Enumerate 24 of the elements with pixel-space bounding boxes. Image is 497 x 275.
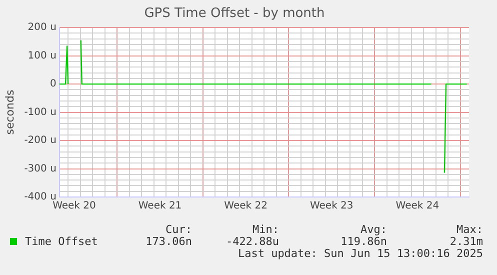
text: 119.86n bbox=[340, 235, 387, 248]
y-axis-title: seconds bbox=[3, 90, 16, 135]
y-tick-label: -300 u bbox=[24, 163, 56, 174]
y-tick-label: -400 u bbox=[24, 192, 56, 203]
text: 173.06n bbox=[146, 235, 192, 248]
x-tick-label: Week 23 bbox=[310, 200, 354, 212]
text: Max: bbox=[456, 223, 483, 236]
y-tick-label: -200 u bbox=[24, 135, 56, 146]
legend-label: Time Offset bbox=[24, 235, 98, 248]
x-tick-label: Week 24 bbox=[396, 200, 440, 212]
x-tick-label: Week 21 bbox=[138, 200, 182, 212]
y-tick-label: 100 u bbox=[28, 50, 56, 62]
y-tick-label: 200 u bbox=[28, 22, 56, 34]
text: Min: bbox=[252, 223, 279, 236]
y-tick-label: 0 bbox=[50, 78, 56, 90]
text: Last update: Sun Jun 15 13:00:16 2025 bbox=[238, 247, 483, 260]
text: 2.31m bbox=[450, 235, 483, 248]
text: Avg: bbox=[360, 223, 387, 236]
chart-title: GPS Time Offset - by month bbox=[144, 6, 325, 22]
x-tick-label: Week 22 bbox=[224, 200, 268, 212]
text: -422.88u bbox=[226, 235, 279, 248]
y-tick-label: -100 u bbox=[24, 106, 56, 118]
x-tick-label: Week 20 bbox=[52, 200, 96, 212]
text: Cur: bbox=[166, 223, 192, 236]
